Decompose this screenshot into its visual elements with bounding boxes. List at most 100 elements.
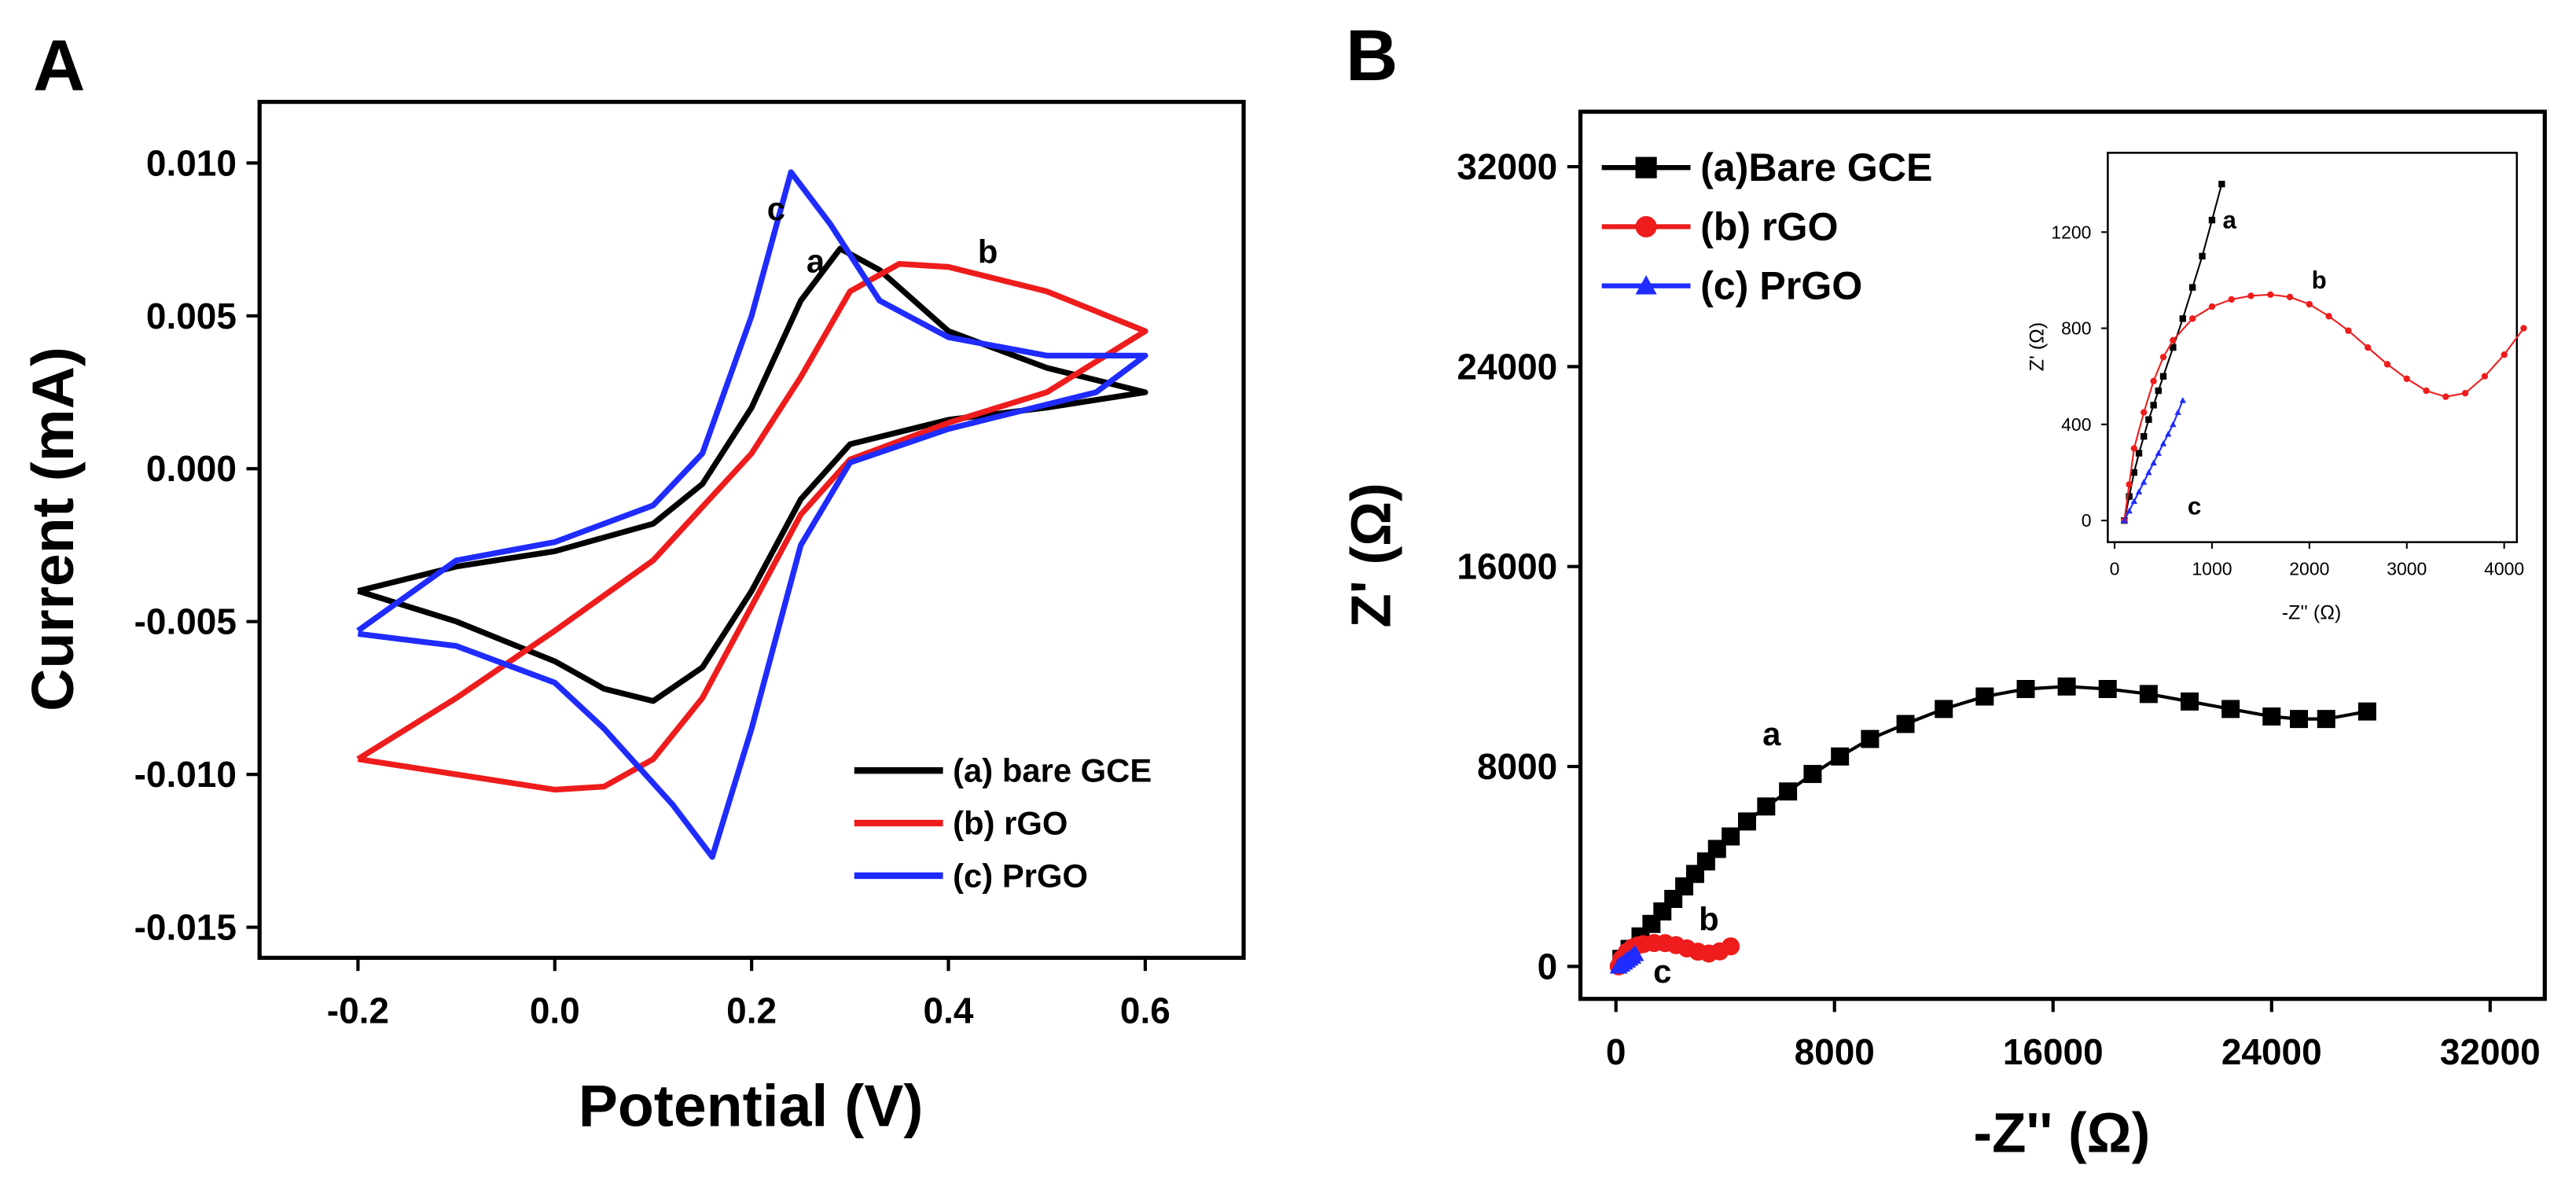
marker bbox=[1831, 747, 1850, 766]
marker bbox=[2135, 450, 2143, 457]
y-tick-label: -0.005 bbox=[134, 601, 237, 642]
marker bbox=[2126, 481, 2133, 488]
marker bbox=[2267, 291, 2274, 298]
marker bbox=[1635, 275, 1657, 295]
annotation: c bbox=[2188, 492, 2201, 520]
annotation: b bbox=[978, 233, 998, 270]
marker bbox=[1935, 700, 1953, 718]
y-tick-label: 0.000 bbox=[146, 448, 237, 489]
x-tick-label: 32000 bbox=[2440, 1031, 2541, 1072]
marker bbox=[1861, 729, 1880, 748]
marker bbox=[2170, 336, 2177, 344]
marker bbox=[2126, 507, 2133, 514]
annotation: a bbox=[2223, 206, 2237, 233]
y-tick-label: 400 bbox=[2061, 414, 2091, 435]
annotation: b bbox=[1699, 900, 1719, 937]
marker bbox=[2139, 685, 2158, 704]
x-tick-label: 0 bbox=[1606, 1031, 1626, 1072]
marker bbox=[2057, 677, 2076, 696]
marker bbox=[2130, 498, 2138, 505]
marker bbox=[2170, 344, 2177, 351]
marker bbox=[1757, 797, 1776, 816]
x-tick-label: 2000 bbox=[2289, 558, 2329, 579]
marker bbox=[1803, 765, 1822, 784]
x-axis-label: -Z'' (Ω) bbox=[2282, 602, 2342, 624]
annotation: a bbox=[807, 242, 825, 279]
x-axis-label: -Z'' (Ω) bbox=[1973, 1103, 2150, 1165]
marker bbox=[2098, 679, 2117, 698]
x-tick-label: 1000 bbox=[2192, 558, 2232, 579]
marker bbox=[2126, 493, 2133, 500]
marker bbox=[2159, 373, 2167, 380]
annotation: b bbox=[2312, 266, 2327, 294]
panel-label: A bbox=[33, 26, 85, 106]
marker bbox=[1635, 156, 1657, 178]
x-tick-label: 0.6 bbox=[1120, 990, 1170, 1031]
y-tick-label: 1200 bbox=[2051, 222, 2091, 242]
x-tick-label: 4000 bbox=[2484, 558, 2524, 579]
marker bbox=[2135, 488, 2143, 494]
y-tick-label: 0 bbox=[1538, 946, 1558, 987]
x-axis-label: Potential (V) bbox=[579, 1073, 924, 1139]
y-tick-label: 0 bbox=[2082, 510, 2092, 531]
series-line bbox=[356, 261, 1148, 793]
marker bbox=[1738, 812, 1756, 831]
y-tick-label: 800 bbox=[2061, 318, 2091, 339]
x-tick-label: 3000 bbox=[2387, 558, 2427, 579]
marker bbox=[2130, 445, 2138, 452]
marker bbox=[2199, 252, 2206, 260]
y-tick-label: 24000 bbox=[1457, 346, 1557, 387]
marker bbox=[2141, 479, 2148, 485]
marker bbox=[2165, 430, 2172, 437]
marker bbox=[2208, 303, 2216, 311]
marker bbox=[2150, 459, 2157, 466]
marker bbox=[2501, 351, 2508, 358]
marker bbox=[2403, 375, 2410, 382]
marker bbox=[2016, 679, 2035, 698]
marker bbox=[1975, 687, 1994, 706]
marker bbox=[2383, 361, 2391, 368]
marker bbox=[2228, 296, 2235, 303]
marker bbox=[2150, 377, 2157, 385]
marker bbox=[2286, 293, 2294, 301]
marker bbox=[2345, 327, 2352, 334]
y-axis-label: Z' (Ω) bbox=[1341, 483, 1403, 627]
marker bbox=[2159, 440, 2167, 447]
series-line bbox=[356, 169, 1148, 860]
marker bbox=[2306, 300, 2313, 308]
y-tick-label: 32000 bbox=[1457, 146, 1557, 187]
marker bbox=[2159, 354, 2167, 361]
marker bbox=[2365, 344, 2372, 351]
y-tick-label: 0.005 bbox=[146, 296, 237, 336]
marker bbox=[2442, 393, 2449, 400]
marker bbox=[2218, 180, 2225, 188]
marker bbox=[2317, 710, 2335, 729]
legend-label: (b) rGO bbox=[953, 805, 1068, 842]
series-line bbox=[357, 245, 1148, 704]
marker bbox=[2141, 432, 2148, 440]
annotation: a bbox=[1762, 715, 1781, 752]
x-tick-label: 8000 bbox=[1795, 1031, 1875, 1072]
marker bbox=[1722, 827, 1740, 846]
y-tick-label: -0.010 bbox=[134, 754, 237, 795]
marker bbox=[2262, 707, 2281, 726]
marker bbox=[2181, 692, 2199, 711]
marker bbox=[1896, 715, 1915, 733]
marker bbox=[2357, 702, 2376, 721]
marker bbox=[2520, 325, 2527, 332]
plot-frame bbox=[257, 99, 1246, 961]
marker bbox=[2145, 469, 2152, 476]
x-tick-label: 0.0 bbox=[530, 990, 580, 1031]
annotation: c bbox=[1653, 953, 1671, 990]
marker bbox=[1779, 782, 1798, 801]
legend-label: (b) rGO bbox=[1700, 204, 1838, 248]
panel-label: B bbox=[1346, 16, 1398, 96]
legend-label: (c) PrGO bbox=[1700, 264, 1862, 308]
y-tick-label: -0.015 bbox=[134, 907, 237, 948]
marker bbox=[1707, 840, 1726, 858]
x-tick-label: 24000 bbox=[2221, 1031, 2322, 1072]
x-tick-label: 0.2 bbox=[726, 990, 777, 1031]
marker bbox=[1635, 215, 1657, 238]
marker bbox=[2155, 450, 2162, 456]
y-tick-label: 16000 bbox=[1457, 546, 1557, 587]
